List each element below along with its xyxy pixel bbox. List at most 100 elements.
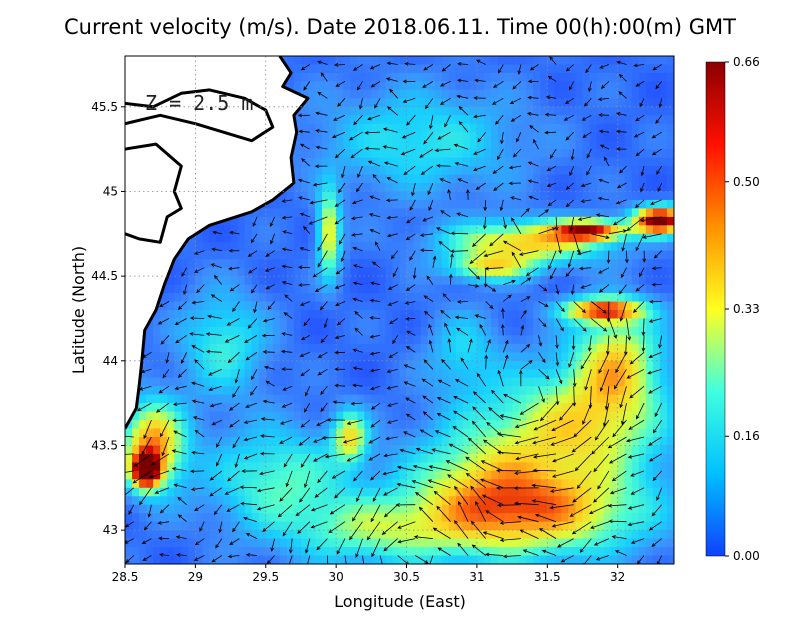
speed-cell xyxy=(455,538,464,548)
speed-cell xyxy=(512,530,520,540)
speed-cell xyxy=(645,293,654,303)
velocity-arrow xyxy=(549,504,574,510)
speed-cell xyxy=(300,267,309,277)
velocity-arrow xyxy=(431,448,451,455)
speed-cell xyxy=(322,174,330,184)
speed-cell xyxy=(322,242,330,252)
speed-cell xyxy=(441,267,450,277)
speed-cell xyxy=(286,216,295,226)
velocity-arrow xyxy=(458,500,469,522)
speed-cell xyxy=(322,56,330,66)
speed-cell xyxy=(434,343,443,353)
speed-cell xyxy=(378,453,387,463)
speed-cell xyxy=(603,191,612,201)
speed-cell xyxy=(434,411,443,421)
speed-cell xyxy=(202,538,211,548)
speed-cell xyxy=(645,403,654,413)
speed-cell xyxy=(533,352,541,362)
speed-cell xyxy=(498,250,506,260)
speed-cell xyxy=(448,106,457,116)
speed-cell xyxy=(455,420,464,430)
speed-cell xyxy=(547,174,555,184)
speed-cell xyxy=(603,284,612,294)
velocity-arrow xyxy=(428,465,451,472)
speed-cell xyxy=(610,284,619,294)
speed-cell xyxy=(315,216,323,226)
speed-cell xyxy=(455,183,464,193)
speed-cell xyxy=(533,132,541,142)
speed-cell xyxy=(434,276,443,286)
speed-cell xyxy=(441,98,450,108)
speed-cell xyxy=(216,504,225,514)
speed-cell xyxy=(476,403,485,413)
speed-cell xyxy=(139,437,147,447)
speed-cell xyxy=(575,166,584,176)
speed-cell xyxy=(146,547,154,557)
speed-cell xyxy=(617,547,626,557)
speed-cell xyxy=(533,326,541,336)
speed-cell xyxy=(167,462,175,472)
speed-cell xyxy=(364,89,372,99)
velocity-arrow xyxy=(433,490,451,506)
speed-cell xyxy=(223,377,232,387)
speed-cell xyxy=(617,140,626,150)
speed-cell xyxy=(385,242,394,252)
speed-cell xyxy=(519,81,527,91)
speed-cell xyxy=(617,106,626,116)
speed-cell xyxy=(350,140,358,150)
speed-cell xyxy=(483,318,492,328)
speed-cell xyxy=(322,513,330,523)
speed-cell xyxy=(554,56,562,66)
velocity-arrow xyxy=(141,436,152,456)
speed-cell xyxy=(385,310,394,320)
speed-cell xyxy=(561,547,570,557)
velocity-arrow xyxy=(488,407,504,421)
speed-cell xyxy=(645,166,654,176)
speed-cell xyxy=(181,369,189,379)
speed-cell xyxy=(575,369,584,379)
speed-cell xyxy=(462,411,471,421)
speed-cell xyxy=(336,310,344,320)
speed-cell xyxy=(575,547,584,557)
speed-cell xyxy=(582,115,591,125)
speed-cell xyxy=(300,174,309,184)
speed-cell xyxy=(293,242,302,252)
speed-cell xyxy=(617,242,626,252)
speed-cell xyxy=(350,335,358,345)
speed-cell xyxy=(420,174,429,184)
speed-cell xyxy=(441,369,450,379)
speed-cell xyxy=(343,462,351,472)
speed-cell xyxy=(188,504,196,514)
velocity-arrow xyxy=(447,474,469,489)
speed-cell xyxy=(308,183,316,193)
speed-cell xyxy=(251,394,260,404)
speed-cell xyxy=(519,411,527,421)
speed-cell xyxy=(469,343,478,353)
speed-cell xyxy=(441,403,450,413)
speed-cell xyxy=(610,386,619,396)
speed-cell xyxy=(406,250,415,260)
speed-cell xyxy=(371,267,379,277)
speed-cell xyxy=(561,343,570,353)
speed-cell xyxy=(420,72,429,82)
velocity-arrow xyxy=(413,535,433,539)
speed-cell xyxy=(279,343,288,353)
speed-cell xyxy=(336,81,344,91)
speed-cell xyxy=(610,504,619,514)
speed-cell xyxy=(476,267,485,277)
speed-cell xyxy=(399,183,408,193)
speed-cell xyxy=(589,166,598,176)
speed-cell xyxy=(582,352,591,362)
speed-cell xyxy=(659,513,668,523)
speed-cell xyxy=(469,538,478,548)
land-mask xyxy=(125,56,310,430)
speed-cell xyxy=(286,487,295,497)
speed-cell xyxy=(462,479,471,489)
speed-cell xyxy=(392,377,401,387)
speed-cell xyxy=(505,445,513,455)
speed-cell xyxy=(329,174,337,184)
speed-cell xyxy=(378,293,387,303)
speed-cell xyxy=(160,530,168,540)
speed-cell xyxy=(286,352,295,362)
speed-cell xyxy=(329,267,337,277)
